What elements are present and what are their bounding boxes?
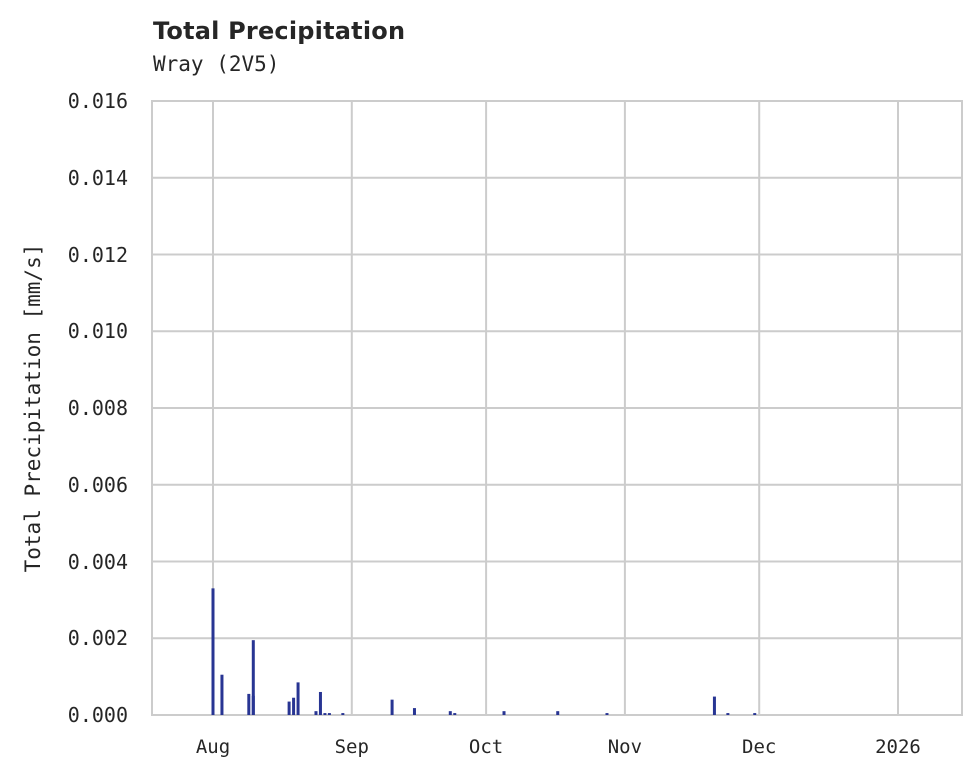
precip-bar <box>323 713 327 715</box>
y-tick-label: 0.008 <box>67 396 128 420</box>
chart-subtitle: Wray (2V5) <box>153 52 280 76</box>
precip-bar <box>341 713 345 715</box>
x-tick-label: Aug <box>195 736 231 758</box>
x-tick-label: Oct <box>468 736 504 758</box>
precip-bar <box>412 708 416 715</box>
x-tick-label: 2026 <box>875 736 921 758</box>
precip-bar <box>211 713 215 715</box>
precip-bar <box>390 699 394 715</box>
precip-bar <box>327 713 331 715</box>
precip-bar <box>251 640 255 715</box>
y-tick-label: 0.014 <box>67 165 128 190</box>
y-tick-label: 0.006 <box>67 472 128 497</box>
precip-bar <box>556 711 560 715</box>
precip-bar <box>453 713 457 715</box>
precip-bar <box>314 711 318 715</box>
precip-bar <box>712 696 716 715</box>
x-tick-label: Dec <box>742 736 777 758</box>
precip-bar <box>220 674 224 715</box>
y-tick-label: 0.010 <box>67 319 128 344</box>
precip-bar <box>726 713 730 715</box>
x-tick-label: Sep <box>334 736 369 758</box>
precip-bar <box>448 711 452 715</box>
precip-bar <box>292 697 296 715</box>
precip-bar <box>247 693 251 715</box>
y-tick-label: 0.012 <box>67 242 128 267</box>
precip-bar <box>251 695 255 715</box>
precip-bar <box>318 691 322 715</box>
y-tick-label: 0.016 <box>67 89 128 113</box>
precip-bar <box>296 682 300 715</box>
chart-title: Total Precipitation <box>153 17 406 45</box>
precip-bar <box>211 588 215 715</box>
y-tick-label: 0.000 <box>67 703 128 727</box>
precip-bar <box>502 711 506 715</box>
precip-bar <box>287 701 291 715</box>
x-tick-label: Nov <box>607 736 643 758</box>
y-tick-label: 0.002 <box>67 626 128 651</box>
precip-bar <box>753 713 757 715</box>
y-tick-label: 0.004 <box>67 549 128 574</box>
precip-bar <box>605 713 609 715</box>
